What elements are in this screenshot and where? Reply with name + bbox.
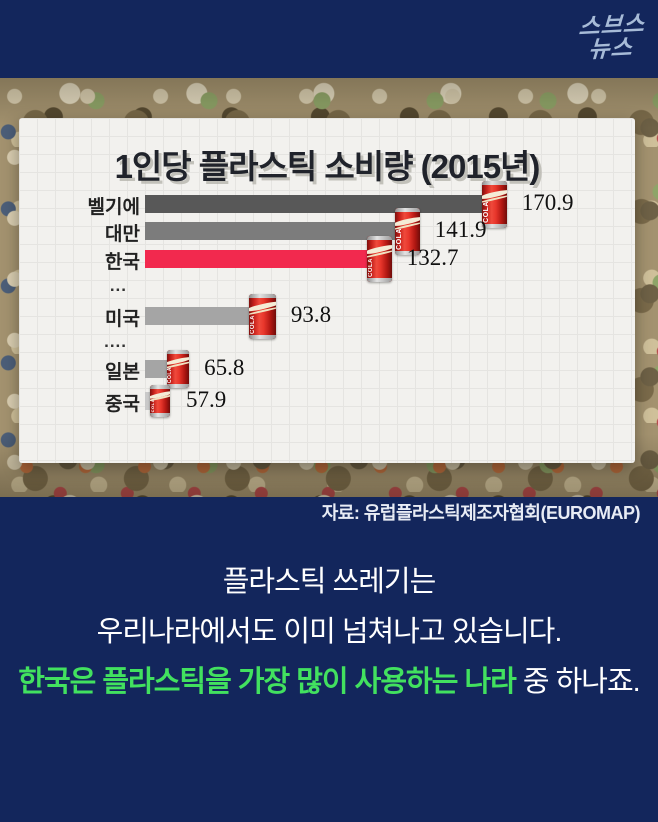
bar-value-벨기에: 170.9 — [521, 190, 574, 215]
logo-line2: 뉴스 — [587, 33, 634, 63]
can-cola-text: COLA — [150, 398, 155, 412]
bar-label-중국: 중국 — [105, 394, 140, 415]
can-cola-text: COLA — [395, 227, 403, 250]
bar-value-일본: 65.8 — [204, 355, 245, 380]
cola-can-icon: COLA — [366, 236, 392, 282]
cola-can-icon: COLA — [150, 385, 170, 417]
bar-highlight-한국 — [145, 250, 373, 268]
ellipsis-row: .... — [104, 332, 127, 351]
can-rim — [366, 278, 392, 282]
bar-label-일본: 일본 — [105, 362, 140, 383]
bar-미국 — [145, 307, 256, 325]
caption-line3: 한국은 플라스틱을 가장 많이 사용하는 나라 중 하나죠. — [0, 666, 658, 698]
can-rim — [166, 350, 189, 354]
can-rim — [166, 384, 189, 388]
bar-label-한국: 한국 — [105, 252, 140, 273]
caption-line3-highlight: 한국은 플라스틱을 가장 많이 사용하는 나라 — [18, 666, 517, 698]
bar-벨기에 — [145, 195, 488, 213]
can-rim — [394, 207, 420, 212]
chart-card: 1인당 플라스틱 소비량 (2015년) 벨기에 COLA 170.9 대만 COLA 1… — [19, 118, 635, 463]
caption-line3-rest: 중 하나죠. — [515, 666, 641, 698]
bar-value-중국: 57.9 — [186, 387, 227, 412]
bar-label-미국: 미국 — [105, 309, 140, 330]
bar-value-한국: 132.7 — [406, 245, 459, 270]
cola-can-icon: COLA — [166, 350, 189, 388]
top-navy-band: 스브스 뉴스 — [0, 0, 658, 78]
can-rim — [249, 293, 277, 298]
source-credit: 자료: 유럽플라스틱제조자협회(EUROMAP) — [321, 503, 641, 523]
sbs-news-logo: 스브스 뉴스 — [576, 10, 646, 63]
caption-line2: 우리나라에서도 이미 넘쳐나고 있습니다. — [96, 616, 563, 648]
can-rim — [366, 236, 392, 240]
can-cola-text: COLA — [166, 366, 173, 383]
bar-value-대만: 141.9 — [434, 217, 487, 242]
can-rim — [394, 250, 420, 255]
chart-title: 1인당 플라스틱 소비량 (2015년) — [114, 148, 541, 185]
caption-line1: 플라스틱 쓰레기는 — [222, 566, 437, 598]
caption-block: 플라스틱 쓰레기는 우리나라에서도 이미 넘쳐나고 있습니다. 한국은 플라스틱… — [0, 566, 658, 716]
bar-label-대만: 대만 — [105, 224, 140, 245]
bar-label-벨기에: 벨기에 — [87, 197, 140, 218]
bar-value-미국: 93.8 — [290, 302, 332, 327]
bar-일본 — [145, 360, 172, 378]
cola-can-icon: COLA — [249, 293, 277, 339]
cola-can-icon: COLA — [481, 180, 507, 228]
can-rim — [150, 413, 170, 417]
can-rim — [481, 223, 507, 228]
can-cola-text: COLA — [250, 314, 257, 334]
can-cola-text: COLA — [367, 258, 374, 277]
can-rim — [481, 180, 507, 185]
bar-대만 — [145, 222, 401, 240]
can-rim — [249, 334, 277, 339]
can-rim — [150, 385, 170, 389]
ellipsis-row: ... — [109, 276, 127, 295]
cola-can-icon: COLA — [394, 207, 420, 255]
